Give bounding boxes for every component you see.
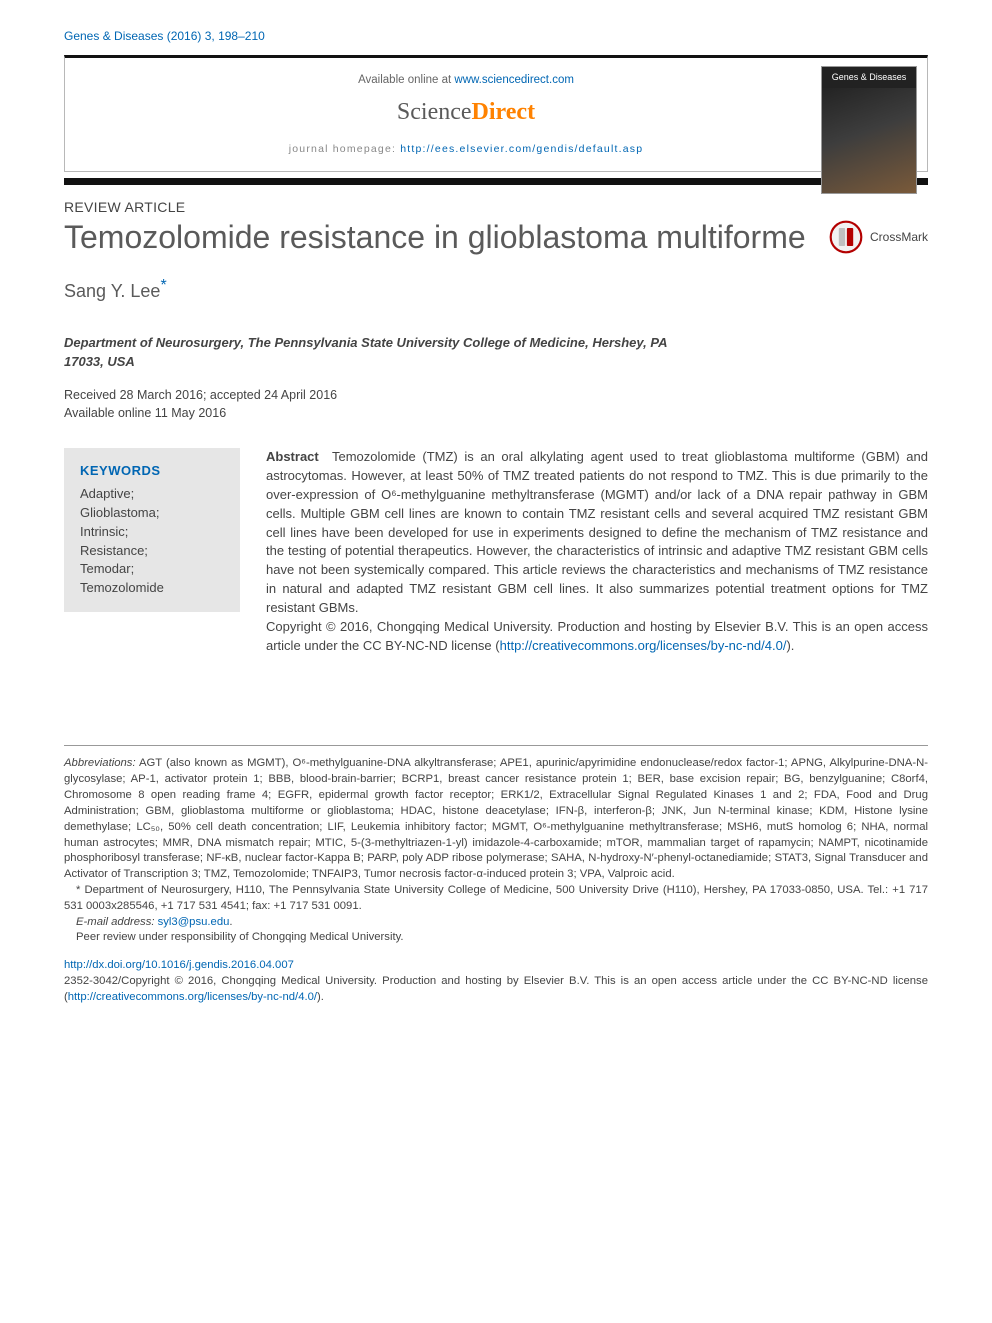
homepage-line: journal homepage: http://ees.elsevier.co… [145,142,787,157]
peer-review-note: Peer review under responsibility of Chon… [64,930,928,946]
issn-license-link[interactable]: http://creativecommons.org/licenses/by-n… [68,991,317,1003]
crossmark-label: CrossMark [870,229,928,246]
email-link[interactable]: syl3@psu.edu [158,916,230,928]
available-online-prefix: Available online at [358,74,454,86]
abstract-label: Abstract [266,449,319,464]
corresponding-author-note: * Department of Neurosurgery, H110, The … [64,883,928,915]
abbreviations-paragraph: Abbreviations: AGT (also known as MGMT),… [64,756,928,883]
logo-science: Science [397,99,472,125]
available-online-text: Available online at www.sciencedirect.co… [145,72,787,89]
keywords-abstract-row: KEYWORDS Adaptive; Glioblastoma; Intrins… [64,448,928,655]
abstract-block: Abstract Temozolomide (TMZ) is an oral a… [266,448,928,655]
corresponding-marker: * [160,277,166,294]
copyright-post: ). [786,638,794,653]
keywords-list: Adaptive; Glioblastoma; Intrinsic; Resis… [80,485,224,598]
abstract-body: Temozolomide (TMZ) is an oral alkylating… [266,449,928,615]
issn-post: ). [317,991,324,1003]
black-divider [64,178,928,185]
crossmark-badge[interactable]: CrossMark [828,219,928,255]
cover-title: Genes & Diseases [822,67,916,88]
email-label: E-mail address: [76,916,158,928]
email-line: E-mail address: syl3@psu.edu. [64,915,928,931]
issn-copyright-line: 2352-3042/Copyright © 2016, Chongqing Me… [64,974,928,1006]
footer-block: Abbreviations: AGT (also known as MGMT),… [64,756,928,1005]
journal-header-box: Genes & Diseases Available online at www… [64,55,928,172]
journal-reference: Genes & Diseases (2016) 3, 198–210 [64,28,928,45]
abbreviations-label: Abbreviations: [64,757,136,769]
affiliation: Department of Neurosurgery, The Pennsylv… [64,334,704,372]
doi-link[interactable]: http://dx.doi.org/10.1016/j.gendis.2016.… [64,958,928,974]
footer-divider [64,745,928,746]
email-post: . [229,916,232,928]
article-title: Temozolomide resistance in glioblastoma … [64,219,810,256]
keywords-box: KEYWORDS Adaptive; Glioblastoma; Intrins… [64,448,240,612]
sciencedirect-logo: ScienceDirect [145,95,787,130]
journal-cover-thumbnail: Genes & Diseases [821,66,917,194]
homepage-label: journal homepage: [289,143,401,155]
logo-direct: Direct [472,99,536,125]
title-row: Temozolomide resistance in glioblastoma … [64,219,928,256]
corr-text: Department of Neurosurgery, H110, The Pe… [64,884,928,912]
abbreviations-text: AGT (also known as MGMT), O⁶-methylguani… [64,757,928,880]
crossmark-icon [828,219,864,255]
dates-online: Available online 11 May 2016 [64,404,928,422]
keywords-heading: KEYWORDS [80,462,224,481]
article-type: REVIEW ARTICLE [64,197,928,217]
license-link[interactable]: http://creativecommons.org/licenses/by-n… [500,638,787,653]
author-name: Sang Y. Lee [64,281,160,301]
sciencedirect-link[interactable]: www.sciencedirect.com [454,74,574,86]
dates-received-accepted: Received 28 March 2016; accepted 24 Apri… [64,386,928,404]
homepage-link[interactable]: http://ees.elsevier.com/gendis/default.a… [400,143,643,155]
article-dates: Received 28 March 2016; accepted 24 Apri… [64,386,928,422]
author-line: Sang Y. Lee* [64,274,928,304]
